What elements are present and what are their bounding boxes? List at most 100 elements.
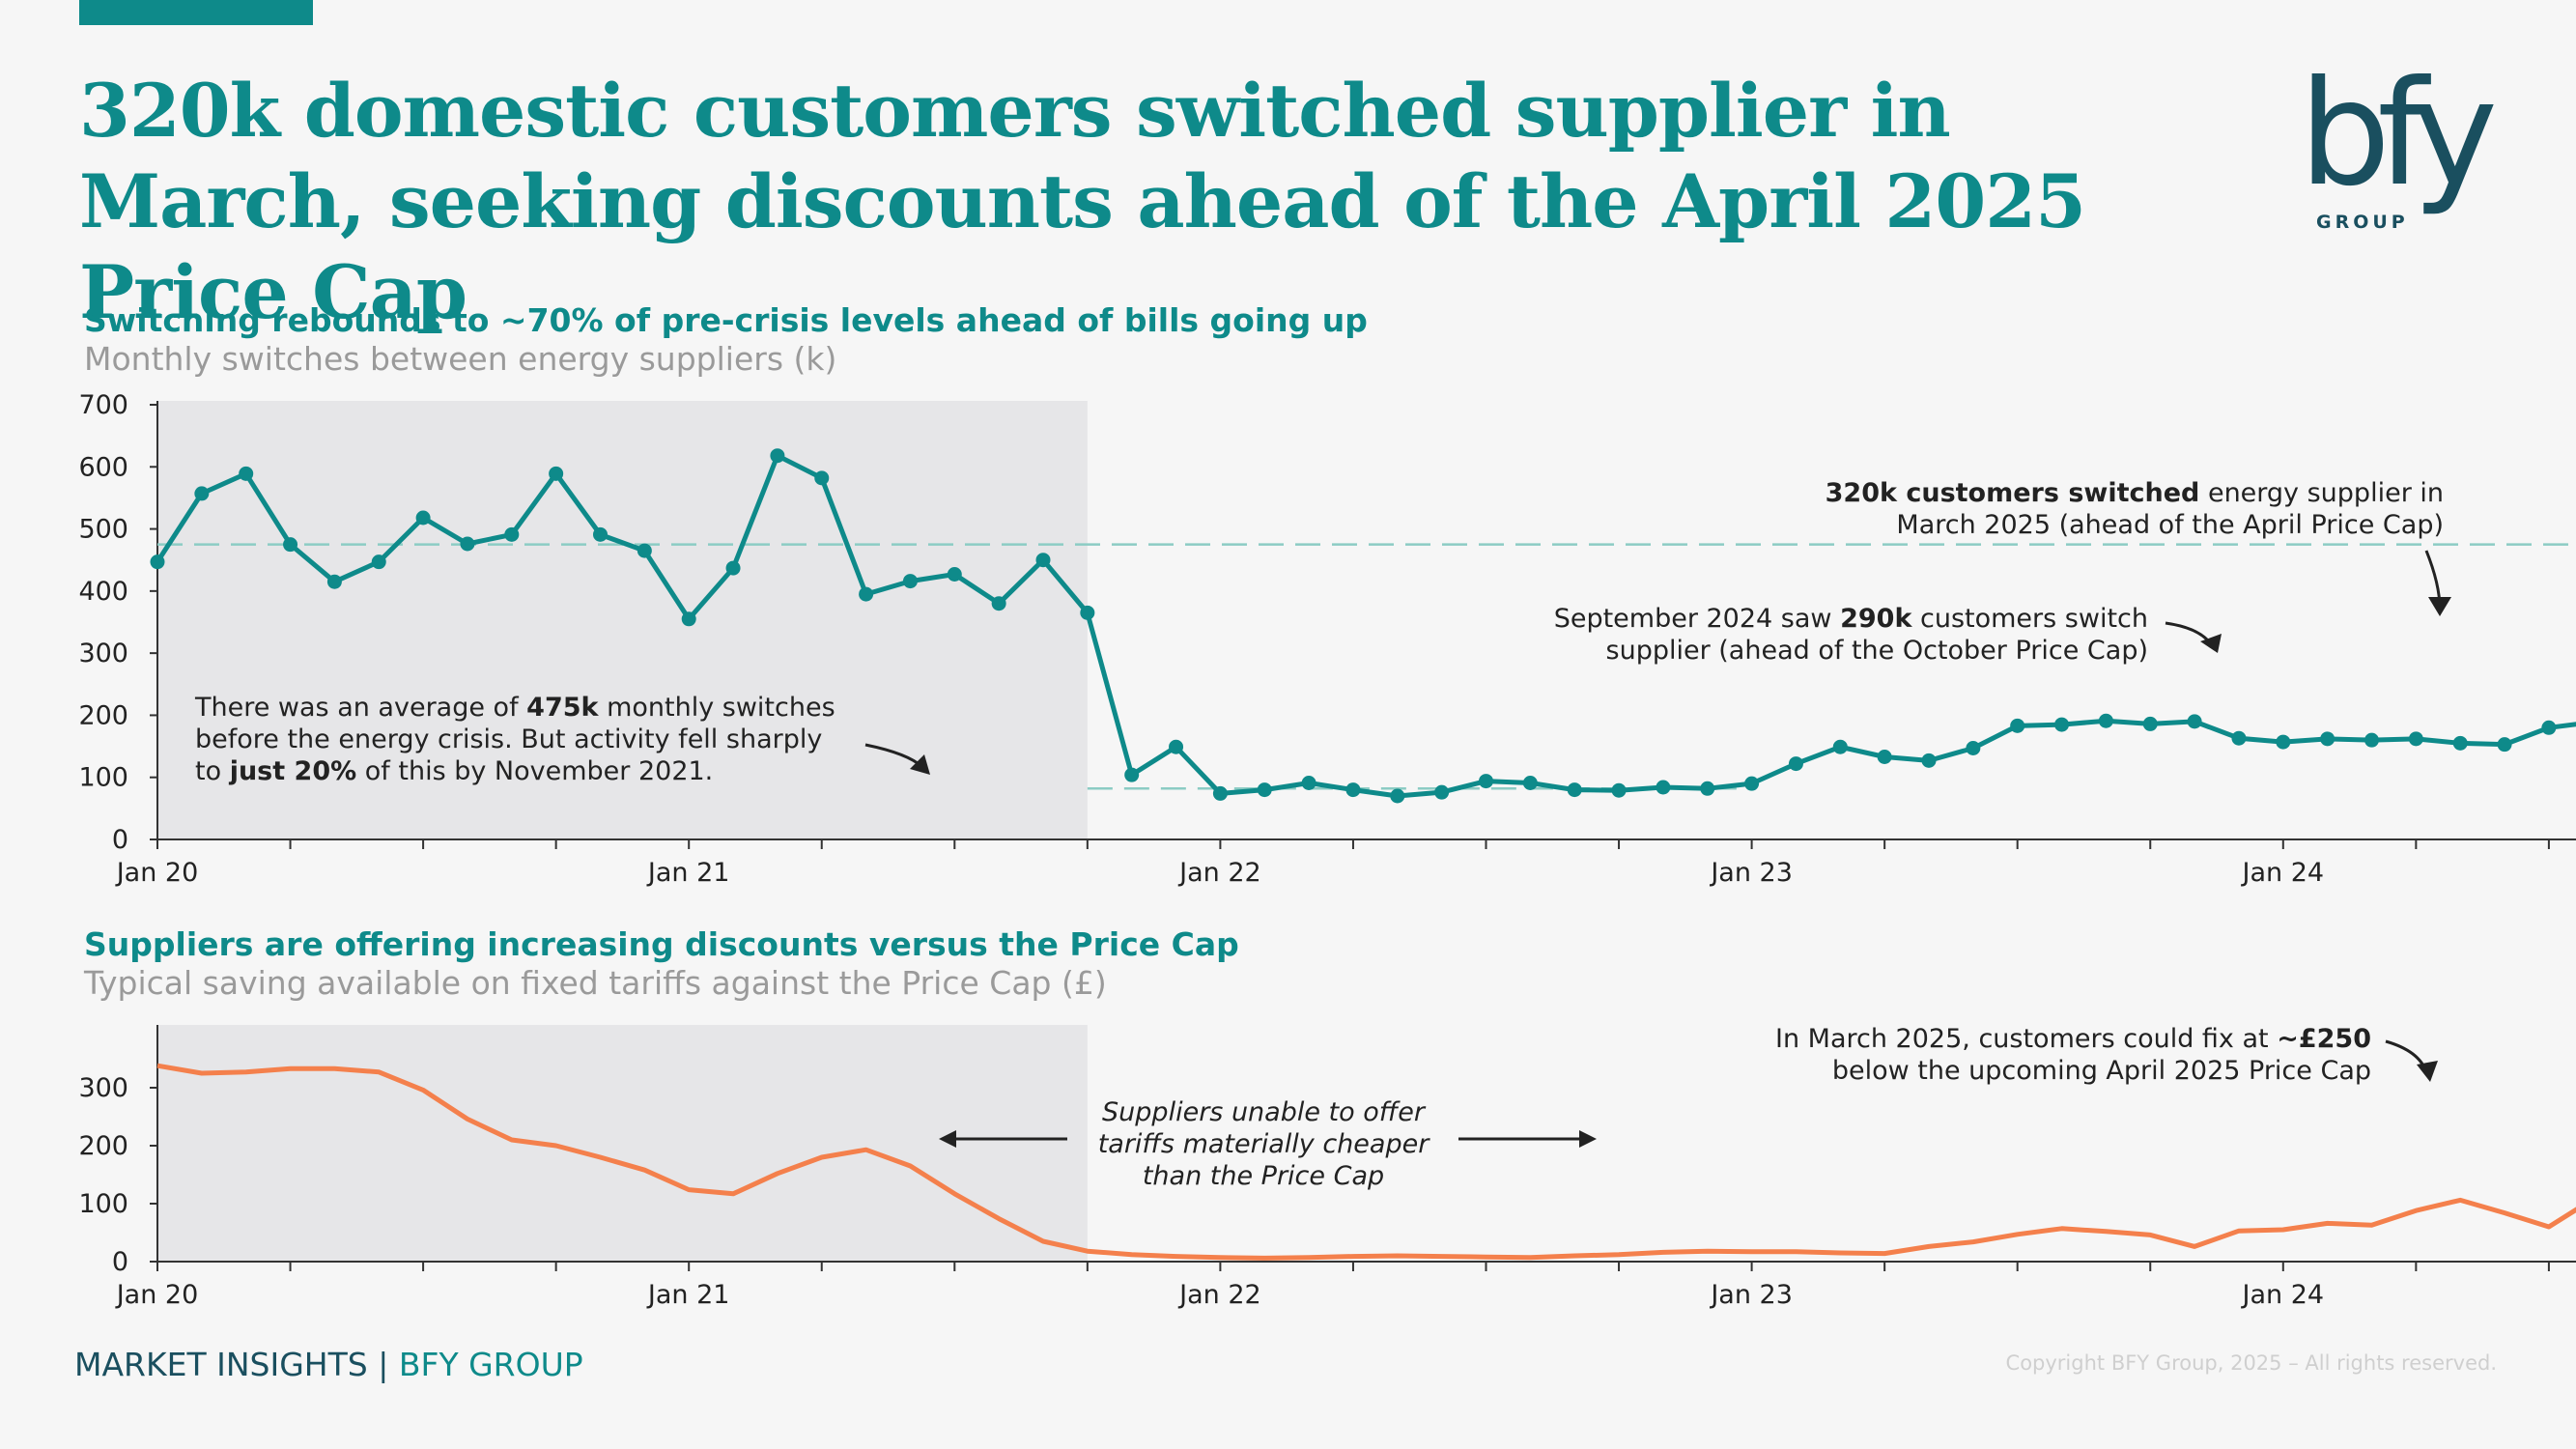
annotation-march-2025-saving-line-1: In March 2025, customers could fix at ~£… xyxy=(1775,1024,2371,1054)
annotation-september-2024-arrow-head xyxy=(2200,634,2222,653)
chart1-data-point xyxy=(1434,784,1450,800)
chart1-x-tick-label: Jan 22 xyxy=(1177,858,1261,888)
chart1-data-point xyxy=(2054,717,2070,732)
chart1-x-tick-label: Jan 24 xyxy=(2241,858,2325,888)
chart1-y-tick-label: 200 xyxy=(78,700,128,730)
chart1-data-point xyxy=(1788,756,1803,772)
annotation-september-2024-segment: supplier (ahead of the October Price Cap… xyxy=(1606,636,2148,666)
chart1-data-point xyxy=(1567,782,1582,798)
chart1-data-point xyxy=(283,537,298,553)
annotation-september-2024-segment: 290k xyxy=(1840,604,1912,634)
chart2-series-line xyxy=(156,1063,2576,1261)
chart1-data-point xyxy=(1301,776,1316,790)
chart1-data-point xyxy=(1345,782,1361,798)
chart1-data-point xyxy=(593,526,608,542)
annotation-march-2025-saving-segment: In March 2025, customers could fix at xyxy=(1775,1024,2277,1054)
chart1-y-tick-label: 0 xyxy=(112,825,128,855)
annotation-pre-crisis-line-2: before the energy crisis. But activity f… xyxy=(195,724,822,754)
chart1-data-point xyxy=(371,554,386,570)
chart1-data-point xyxy=(194,486,210,501)
footer-market-insights: MARKET INSIGHTS xyxy=(74,1346,368,1383)
chart2-subtitle: Typical saving available on fixed tariff… xyxy=(84,964,1107,1002)
chart1-data-point xyxy=(1877,750,1892,764)
chart1-data-point xyxy=(770,448,785,464)
chart1-data-point xyxy=(902,574,918,589)
annotation-september-2024-line-2: supplier (ahead of the October Price Cap… xyxy=(1606,636,2148,666)
chart1-data-point xyxy=(2541,720,2557,735)
annotation-september-2024-segment: September 2024 saw xyxy=(1554,604,1840,634)
chart1-data-point xyxy=(2142,716,2158,731)
logo-subtext: GROUP xyxy=(2316,212,2409,233)
chart2-shaded-period xyxy=(157,1025,1088,1262)
chart1-data-point xyxy=(1522,776,1538,790)
chart2-x-tick-label: Jan 20 xyxy=(115,1280,199,1310)
annotation-march-2025-saving-segment: below the upcoming April 2025 Price Cap xyxy=(1832,1056,2371,1086)
chart1-data-point xyxy=(2364,732,2379,748)
footer-label: MARKET INSIGHTS | BFY GROUP xyxy=(74,1346,583,1383)
savings-chart: 0 100 200 300 Jan 20 Jan 21 Jan 22 Jan 23 Jan 24… xyxy=(78,1024,2576,1310)
chart1-data-point xyxy=(2187,714,2202,729)
annotation-suppliers-unable-line-3: than the Price Cap xyxy=(1143,1161,1384,1191)
annotation-suppliers-unable-segment: tariffs materially cheaper xyxy=(1098,1129,1430,1159)
chart1-data-point xyxy=(150,554,165,570)
chart1-data-point xyxy=(1479,774,1493,789)
annotation-march-2025-segment: 320k customers switched xyxy=(1826,478,2200,508)
annotation-pre-crisis-segment: 475k xyxy=(526,693,599,723)
chart1-data-point xyxy=(1080,605,1095,620)
chart1-x-tick-label: Jan 20 xyxy=(115,858,199,888)
chart1-data-point xyxy=(1744,776,1760,791)
chart1-data-point xyxy=(2497,737,2512,753)
chart2-y-tick-label: 200 xyxy=(78,1131,128,1161)
annotation-march-2025-line-2: March 2025 (ahead of the April Price Cap… xyxy=(1896,510,2444,540)
chart1-data-point xyxy=(1700,781,1715,796)
chart1-x-tick-label: Jan 23 xyxy=(1709,858,1793,888)
chart1-data-point xyxy=(637,543,652,558)
annotation-right-arrow-head xyxy=(1579,1130,1597,1148)
chart1-y-tick-label: 300 xyxy=(78,639,128,668)
chart1-y-tick-label: 500 xyxy=(78,515,128,545)
chart1-title: Switching rebounds to ~70% of pre-crisis… xyxy=(84,301,1368,339)
chart1-data-point xyxy=(2452,735,2468,751)
footer-separator: | xyxy=(378,1346,389,1383)
annotation-march-2025-saving-arrow-head xyxy=(2417,1061,2438,1082)
annotation-pre-crisis-segment: before the energy crisis. But activity f… xyxy=(195,724,822,754)
chart1-x-tick-label: Jan 21 xyxy=(646,858,730,888)
annotation-march-2025-saving-line-2: below the upcoming April 2025 Price Cap xyxy=(1832,1056,2371,1086)
annotation-pre-crisis-arrow-head xyxy=(910,754,930,775)
chart1-data-point xyxy=(1832,739,1848,754)
annotation-pre-crisis-line-3: to just 20% of this by November 2021. xyxy=(195,756,713,786)
chart1-data-point xyxy=(859,586,874,602)
chart1-y-tick-label: 600 xyxy=(78,452,128,482)
copyright-notice: Copyright BFY Group, 2025 – All rights r… xyxy=(2005,1351,2497,1375)
chart2-y-tick-label: 100 xyxy=(78,1189,128,1219)
bfy-group-logo: bfy GROUP xyxy=(2299,70,2502,233)
chart1-data-point xyxy=(1966,741,1981,755)
chart1-data-point xyxy=(681,611,696,627)
chart1-data-point xyxy=(1035,553,1051,568)
chart1-data-point xyxy=(1169,739,1184,754)
chart1-data-point xyxy=(2231,730,2247,746)
chart1-y-tick-label: 100 xyxy=(78,763,128,793)
annotation-left-arrow-head xyxy=(939,1130,956,1148)
chart1-data-point xyxy=(2010,718,2025,733)
accent-bar xyxy=(79,0,313,25)
chart1-data-point xyxy=(2276,734,2291,750)
annotation-pre-crisis-segment: of this by November 2021. xyxy=(356,756,713,786)
chart2-x-tick-label: Jan 23 xyxy=(1709,1280,1793,1310)
annotation-march-2025-segment: energy supplier in xyxy=(2199,478,2444,508)
chart1-data-point xyxy=(991,596,1006,611)
footer-brand: BFY GROUP xyxy=(398,1346,583,1383)
annotation-march-2025-line-1: 320k customers switched energy supplier … xyxy=(1826,478,2444,508)
chart1-data-point xyxy=(1212,785,1228,801)
chart1-data-point xyxy=(239,466,254,481)
annotation-suppliers-unable-line-2: tariffs materially cheaper xyxy=(1098,1129,1430,1159)
chart1-data-point xyxy=(2098,713,2113,728)
annotation-pre-crisis-segment: just 20% xyxy=(229,756,356,786)
annotation-march-2025-segment: March 2025 (ahead of the April Price Cap… xyxy=(1896,510,2444,540)
annotation-march-2025-arrow-head xyxy=(2428,597,2451,616)
chart1-y-tick-label: 700 xyxy=(78,390,128,420)
page-title: 320k domestic customers switched supplie… xyxy=(79,68,2086,335)
switching-chart: 0 100 200 300 400 500 600 700 Jan 20 Jan 21 Jan 22… xyxy=(78,390,2576,888)
annotation-pre-crisis-segment: monthly switches xyxy=(598,693,835,723)
annotation-suppliers-unable-segment: Suppliers unable to offer xyxy=(1102,1097,1427,1127)
